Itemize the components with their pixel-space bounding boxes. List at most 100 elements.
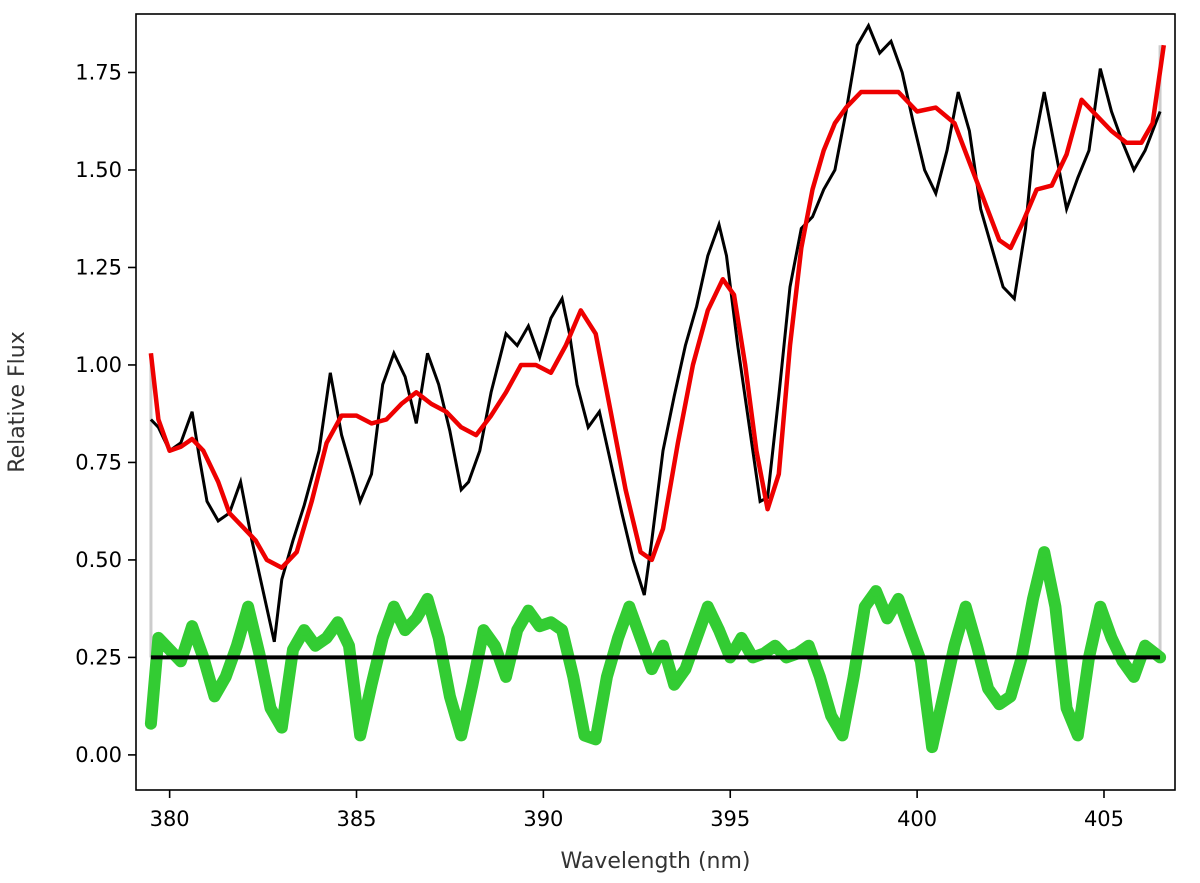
y-tick-label: 1.75 [75,60,122,84]
residual-point [702,601,714,613]
residual-point [511,624,523,636]
x-tick-label: 405 [1084,807,1124,831]
y-tick-label: 0.75 [75,450,122,474]
residual-point [870,585,882,597]
residual-point [422,593,433,605]
residual-point [433,632,445,644]
residual-point [825,710,837,722]
window-edge-lines [149,45,1162,658]
residual-point [1154,651,1166,663]
residual-point [1128,671,1140,683]
residual-point [377,632,389,644]
residual-point [164,644,176,656]
residual-point [960,601,972,613]
residual-point [971,640,983,652]
residual-point [736,632,747,644]
residual-point [366,679,377,691]
residual-point [522,605,534,617]
residual-trace [144,546,1167,754]
x-tick-label: 390 [523,807,563,831]
residual-point [298,624,310,636]
residual-point [836,729,848,741]
residual-point [1072,729,1084,741]
residual-point [881,612,893,624]
x-tick-label: 385 [336,807,376,831]
residual-point [209,690,220,702]
y-tick-label: 0.00 [75,743,122,767]
residual-point [276,722,288,734]
residual-point [309,640,321,652]
residual-point [1049,601,1061,613]
residual-point [556,624,568,636]
observed-spectrum-line [149,22,1162,643]
residual-point [343,640,355,652]
residual-point [500,671,512,683]
residual-point [590,733,602,745]
residual-point [287,644,299,656]
residual-point [332,616,344,628]
residual-point [1038,546,1050,558]
model-fit-line [148,44,1167,570]
residual-point [466,679,478,691]
residual-point [242,601,254,613]
residual-point [668,679,680,691]
residual-point [848,671,860,683]
residual-point [612,632,624,644]
residual-point [982,683,994,695]
residual-point [478,624,490,636]
residual-point [410,612,422,624]
y-axis-label: Relative Flux [5,331,30,472]
residual-point [321,632,333,644]
residual-point [220,671,232,683]
y-tick-label: 1.00 [75,353,122,377]
residual-point [388,601,400,613]
residual-point [713,624,725,636]
residual-point [231,640,243,652]
residual-point [186,620,198,632]
residual-point [769,640,781,652]
residual-point [679,663,691,675]
residual-point [892,593,904,605]
x-axis-ticks: 380 385 390 395 400 405 [150,790,1124,831]
residual-point [601,671,613,683]
residual-point [646,663,658,675]
residual-point [1139,640,1151,652]
residual-point [926,741,938,753]
residual-point [691,632,703,644]
y-tick-label: 1.50 [75,158,122,182]
y-axis-ticks: 0.00 0.25 0.50 0.75 1.00 1.25 1.50 1.75 [75,60,136,767]
y-tick-label: 0.25 [75,645,122,669]
residual-point [635,632,647,644]
residual-point [1005,690,1017,702]
residual-point [534,620,546,632]
x-tick-label: 395 [710,807,750,831]
residual-point [937,690,949,702]
residual-point [399,624,411,636]
residual-point [1027,593,1039,605]
residual-point [265,702,276,714]
residual-point [444,690,456,702]
residual-point [904,624,916,636]
residual-point [152,632,164,644]
residual-point [1094,601,1106,613]
residual-point [567,671,579,683]
x-axis-label: Wavelength (nm) [560,849,750,874]
residual-point [1061,702,1073,714]
x-tick-label: 400 [897,807,937,831]
residual-point [949,640,960,652]
residual-point [145,718,157,730]
residual-point [455,729,467,741]
residual-point [1106,632,1117,644]
residual-point [657,640,669,652]
residual-point [623,601,635,613]
residual-point [803,640,815,652]
residual-point [354,729,366,741]
residual-point [489,640,501,652]
residual-point [545,616,557,628]
plot-frame [135,13,1176,791]
residual-point [579,729,590,741]
residual-point [993,698,1005,710]
residual-point [814,671,826,683]
residual-point [859,601,871,613]
